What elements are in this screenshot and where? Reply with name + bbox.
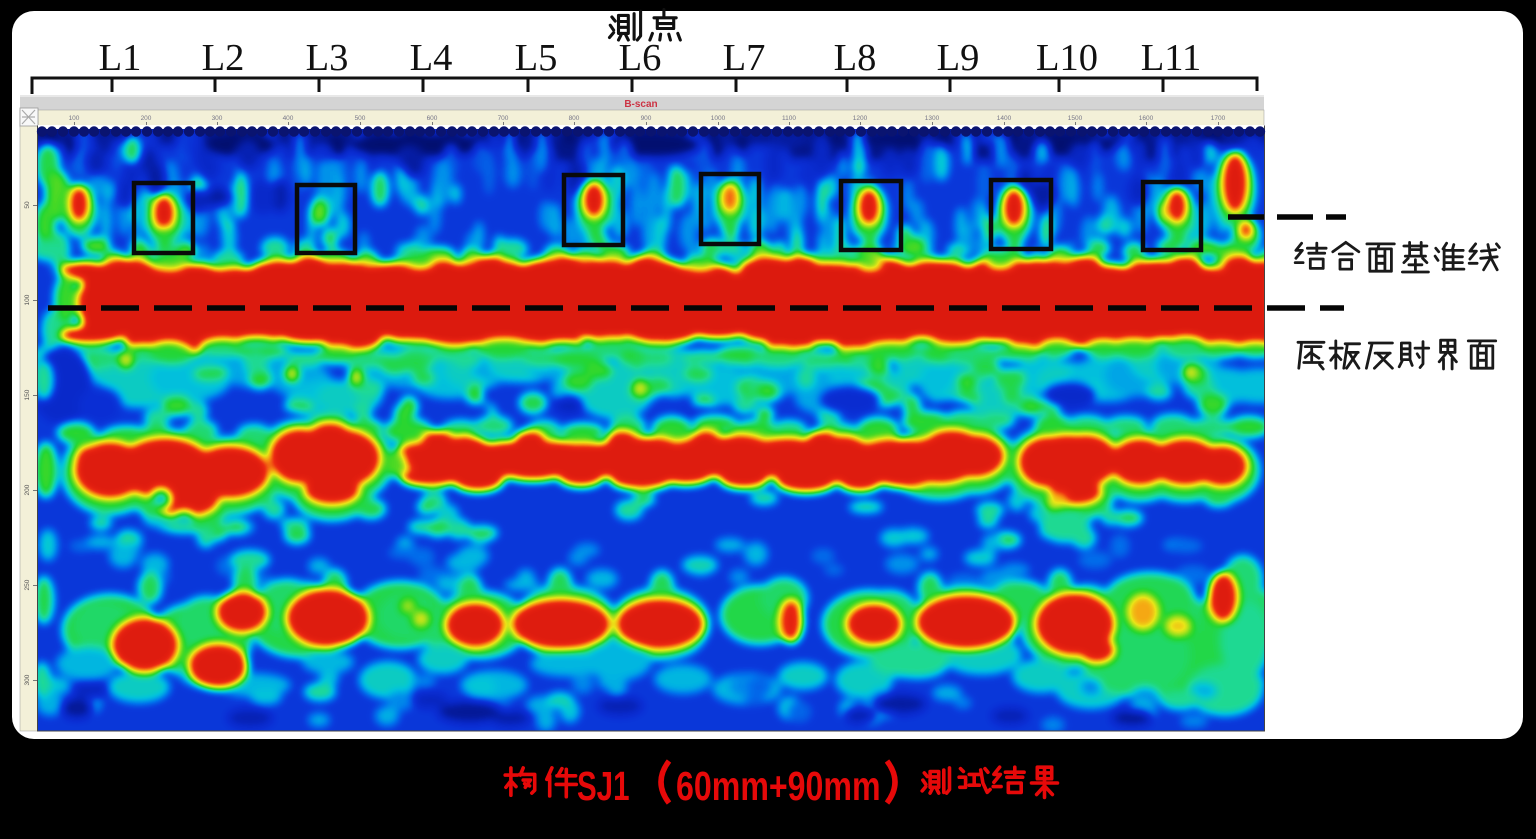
svg-text:150: 150 (24, 389, 31, 400)
svg-text:1000: 1000 (711, 115, 726, 122)
svg-text:1200: 1200 (853, 115, 868, 122)
svg-text:L7: L7 (723, 37, 766, 79)
svg-text:L2: L2 (202, 37, 245, 79)
svg-text:1100: 1100 (782, 115, 796, 122)
svg-text:800: 800 (569, 115, 580, 122)
svg-text:250: 250 (24, 579, 31, 590)
svg-text:L3: L3 (306, 37, 349, 79)
svg-text:L11: L11 (1141, 37, 1202, 79)
svg-text:1400: 1400 (997, 115, 1012, 122)
svg-text:1500: 1500 (1068, 115, 1083, 122)
svg-text:300: 300 (212, 115, 223, 122)
svg-text:L6: L6 (619, 37, 662, 79)
svg-text:900: 900 (641, 115, 652, 122)
svg-text:L1: L1 (99, 37, 142, 79)
svg-text:1600: 1600 (1139, 115, 1154, 122)
svg-text:100: 100 (69, 115, 80, 122)
svg-text:700: 700 (498, 115, 509, 122)
svg-text:L10: L10 (1036, 37, 1098, 79)
svg-text:500: 500 (355, 115, 366, 122)
svg-text:SJ1: SJ1 (577, 763, 630, 809)
svg-text:200: 200 (24, 484, 31, 495)
svg-text:50: 50 (24, 201, 31, 209)
svg-text:L8: L8 (834, 37, 877, 79)
svg-text:1300: 1300 (925, 115, 940, 122)
svg-text:100: 100 (24, 294, 31, 305)
svg-text:300: 300 (24, 674, 31, 685)
svg-text:60mm+90mm: 60mm+90mm (676, 763, 881, 809)
svg-text:L5: L5 (515, 37, 558, 79)
svg-text:L9: L9 (937, 37, 980, 79)
svg-text:200: 200 (141, 115, 152, 122)
svg-text:B-scan: B-scan (624, 99, 657, 110)
svg-text:1700: 1700 (1211, 115, 1226, 122)
svg-text:L4: L4 (410, 37, 453, 79)
svg-text:600: 600 (427, 115, 438, 122)
svg-text:400: 400 (283, 115, 294, 122)
